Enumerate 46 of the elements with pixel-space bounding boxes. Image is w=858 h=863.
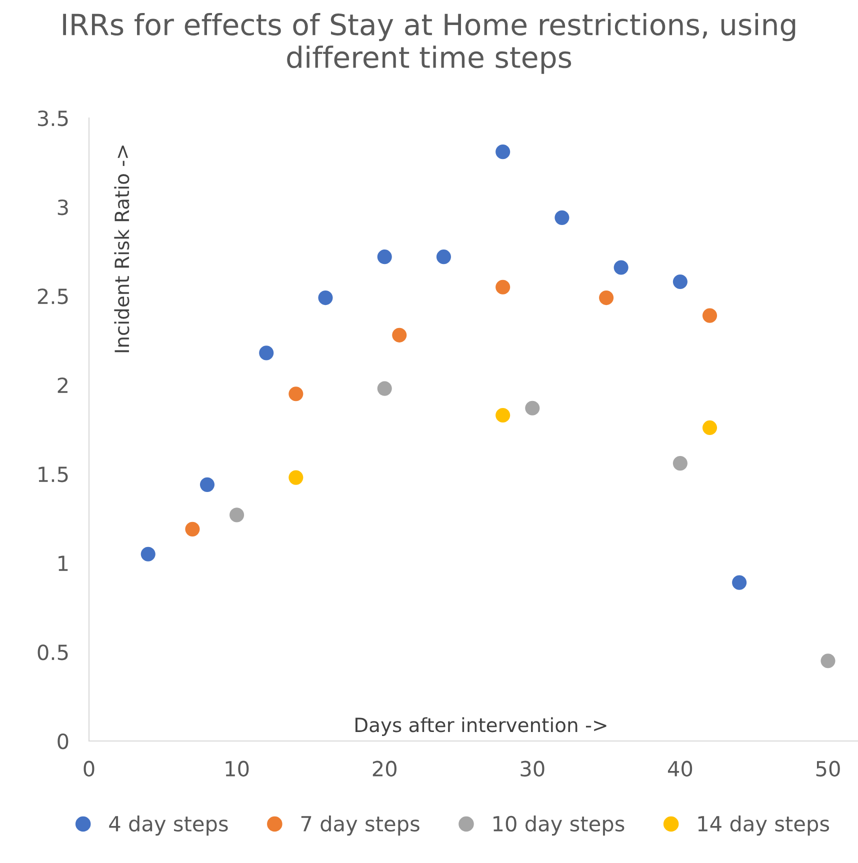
point [820, 654, 836, 668]
y-tick-label: 1 [58, 556, 68, 571]
x-axis-title: Days after intervention -> [356, 717, 606, 736]
point [318, 290, 333, 306]
point [140, 546, 156, 562]
y-axis-title: Incident Risk Ratio -> [114, 146, 130, 352]
point [377, 250, 392, 264]
point [377, 381, 392, 396]
x-tick-label: 50 [816, 760, 840, 777]
point [672, 456, 688, 471]
x-tick-label: 30 [520, 760, 544, 777]
y-tick-label: 2.5 [38, 288, 68, 304]
point [525, 400, 540, 416]
point [554, 210, 570, 225]
point [185, 522, 200, 536]
point [702, 308, 718, 323]
y-tick-label: 3.5 [38, 110, 68, 126]
point [496, 280, 510, 294]
point [496, 408, 510, 423]
legend-label: 4 day steps [109, 815, 228, 836]
point [496, 144, 510, 160]
y-tick-label: 2 [58, 377, 68, 393]
point [672, 274, 688, 290]
point [614, 260, 628, 275]
y-tick-label: 0 [58, 733, 68, 750]
point [230, 508, 244, 522]
point [702, 420, 718, 436]
y-tick-label: 3 [58, 199, 68, 216]
point [200, 477, 215, 492]
point [732, 575, 747, 590]
x-tick-label: 10 [226, 760, 249, 777]
legend-label: 14 day steps [698, 815, 830, 836]
chart-title: IRRs for effects of Stay at Home restrictions, using different time steps [63, 12, 796, 74]
point [288, 470, 304, 485]
point [288, 386, 304, 402]
legend-label: 10 day steps [494, 815, 624, 836]
point [436, 250, 452, 264]
x-tick-label: 0 [84, 760, 94, 777]
point [599, 290, 614, 306]
y-tick-label: 0.5 [38, 644, 68, 660]
point [392, 328, 407, 342]
y-tick-label: 1.5 [38, 466, 68, 482]
x-tick-label: 20 [372, 760, 396, 777]
x-tick-label: 40 [668, 760, 692, 777]
point [259, 346, 274, 360]
legend-label: 7 day steps [301, 815, 420, 836]
